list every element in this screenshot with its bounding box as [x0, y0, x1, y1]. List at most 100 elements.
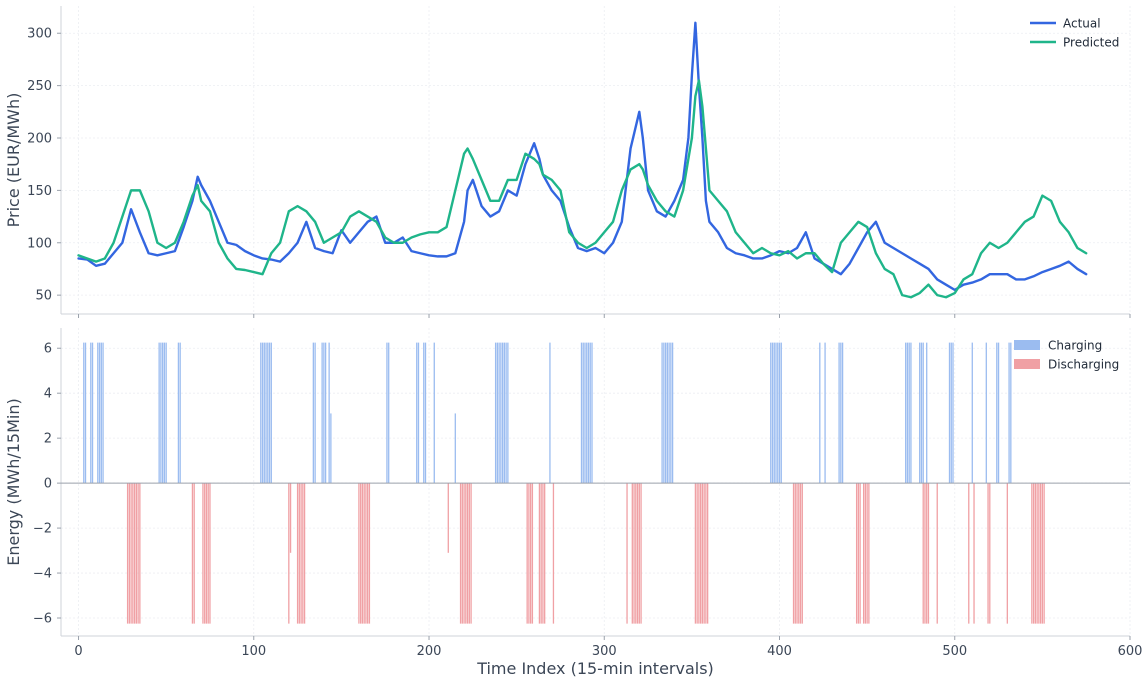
- charging-bar: [670, 342, 672, 484]
- discharging-bar: [626, 483, 628, 624]
- discharging-bar: [204, 483, 206, 624]
- charging-bar: [267, 342, 269, 484]
- charging-bar: [671, 342, 674, 484]
- charging-bar: [582, 342, 584, 484]
- charging-bar: [496, 342, 499, 484]
- discharging-bar: [191, 483, 194, 624]
- discharging-bar: [360, 483, 362, 624]
- discharging-bar: [1006, 483, 1008, 624]
- discharging-bar: [631, 483, 633, 624]
- charging-bar: [589, 342, 591, 484]
- charging-bar: [663, 342, 665, 484]
- energy-panel: −6 −4 −2 0 2 4 6 0 100 200 300 400 500 600 Energy (MWh…: [4, 328, 1142, 659]
- charging-bar: [661, 342, 663, 484]
- discharging-bar: [363, 483, 365, 624]
- charging-bar: [503, 342, 506, 484]
- charging-bar: [98, 342, 101, 484]
- discharging-bar: [544, 483, 546, 624]
- price-y-axis-title: Price (EUR/MWh): [4, 93, 23, 228]
- charging-bar: [386, 342, 388, 484]
- discharging-bar: [801, 483, 803, 624]
- charging-bar: [840, 342, 842, 484]
- discharging-bar: [703, 483, 705, 624]
- price-panel: 50 100 150 200 250 300 Price (EUR/MWh) Actual Pr…: [4, 6, 1131, 318]
- price-ytick-label-4: 250: [27, 79, 52, 94]
- discharging-bar: [540, 483, 542, 624]
- discharging-bar: [855, 483, 858, 624]
- discharging-bar: [296, 483, 299, 624]
- discharging-bar: [640, 483, 642, 624]
- charging-bar: [920, 342, 923, 484]
- discharging-bar: [1032, 483, 1035, 624]
- charging-bar: [160, 342, 162, 484]
- energy-xtick-label-4: 400: [767, 644, 792, 659]
- discharging-bar: [137, 483, 139, 624]
- energy-y-axis-title: Energy (MWh/15Min): [4, 398, 23, 566]
- discharging-bar: [207, 483, 209, 624]
- charging-bar: [664, 342, 667, 484]
- charging-bar: [997, 342, 1000, 484]
- charging-bar: [312, 342, 314, 484]
- charging-bar: [179, 342, 181, 484]
- discharging-bar: [552, 483, 555, 624]
- discharging-bar: [926, 483, 928, 624]
- energy-ytick-label-3: 0: [44, 477, 52, 492]
- discharging-bar: [300, 483, 302, 624]
- charging-bar: [102, 342, 104, 484]
- charging-bar: [423, 342, 425, 484]
- discharging-bar: [468, 483, 470, 624]
- charging-bar: [778, 342, 781, 484]
- charging-bar: [905, 342, 907, 484]
- discharging-bar: [635, 483, 637, 624]
- charging-bar: [587, 342, 590, 484]
- discharging-bar: [368, 483, 371, 624]
- discharging-bar: [798, 483, 800, 624]
- discharging-bar: [528, 483, 530, 624]
- charging-bar: [773, 342, 775, 484]
- charging-bar: [819, 342, 821, 484]
- charging-bar: [91, 342, 94, 484]
- charging-bar: [922, 342, 924, 484]
- charging-bar: [263, 342, 265, 484]
- charging-bar: [500, 342, 502, 484]
- discharging-bar: [705, 483, 707, 624]
- discharging-bar: [636, 483, 639, 624]
- energy-xtick-label-2: 200: [417, 644, 442, 659]
- discharging-bar: [796, 483, 798, 624]
- energy-xtick-label-3: 300: [592, 644, 617, 659]
- charging-bar: [584, 342, 586, 484]
- series-line-predicted: [77, 79, 1088, 299]
- charging-bar: [1010, 342, 1012, 484]
- discharging-bar: [130, 483, 132, 624]
- charging-bar: [165, 342, 167, 484]
- discharging-bar: [205, 483, 208, 624]
- discharging-bar: [128, 483, 130, 624]
- charging-bar: [328, 342, 330, 484]
- charging-bar: [507, 342, 509, 484]
- discharging-bar: [466, 483, 469, 624]
- legend-swatch-charging: [1014, 340, 1040, 350]
- discharging-bar: [361, 483, 364, 624]
- charging-bar: [971, 342, 973, 484]
- legend-label-predicted: Predicted: [1063, 36, 1119, 50]
- price-ytick-label-0: 50: [35, 289, 52, 304]
- charging-bar: [948, 342, 951, 484]
- charging-bar: [908, 342, 910, 484]
- charging-bar: [417, 342, 420, 484]
- discharging-bar: [922, 483, 924, 624]
- discharging-bar: [1034, 483, 1037, 624]
- charging-bar: [433, 342, 435, 484]
- charging-bar: [314, 342, 316, 484]
- charging-bar: [838, 342, 840, 484]
- charging-bar: [158, 342, 160, 484]
- discharging-bar: [209, 483, 211, 624]
- energy-ytick-label-4: 2: [44, 432, 52, 447]
- discharging-bar: [866, 483, 868, 624]
- discharging-bar: [633, 483, 635, 624]
- charging-bar: [268, 342, 271, 484]
- discharging-bar: [133, 483, 136, 624]
- energy-xtick-label-6: 600: [1118, 644, 1143, 659]
- discharging-bar: [531, 483, 534, 624]
- charging-bar: [777, 342, 779, 484]
